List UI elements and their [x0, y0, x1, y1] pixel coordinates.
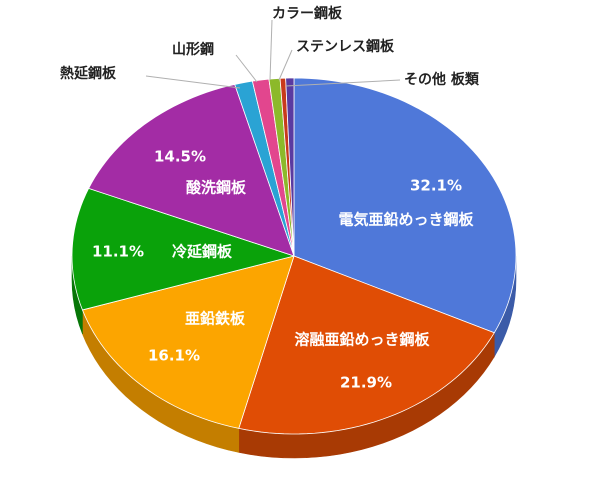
pie-slice-4 [88, 84, 295, 257]
callout-line-5 [145, 75, 241, 89]
slice-value-label-4: 14.5% [154, 148, 206, 166]
pie-slice-0 [293, 77, 517, 334]
pie-labels: 電気亜鉛めっき鋼板 32.1% 溶融亜鉛めっき鋼板 21.9% 亜鉛鉄板 16.1% 冷延鋼… [60, 5, 480, 392]
pie-slice-1 [238, 255, 495, 435]
callout-line-6 [235, 54, 258, 83]
pie-slices [71, 77, 517, 435]
callout-line-9 [285, 79, 401, 87]
slice-value-label-3: 11.1% [92, 243, 144, 261]
callout-label-7: カラー鋼板 [272, 5, 343, 22]
callout-line-8 [278, 49, 293, 81]
slice-value-label-2: 16.1% [148, 347, 200, 365]
pie-slice-9 [285, 77, 295, 257]
pie-slice-3 [71, 188, 295, 311]
callout-label-6: 山形鋼 [172, 41, 214, 58]
slice-value-label-1: 21.9% [340, 374, 392, 392]
callout-label-8: ステンレス鋼板 [296, 38, 395, 55]
slice-name-label-1: 溶融亜鉛めっき鋼板 [294, 331, 430, 349]
callout-label-5: 熱延鋼板 [60, 65, 117, 82]
pie-slice-2 [82, 255, 295, 429]
slice-name-label-3: 冷延鋼板 [172, 243, 233, 261]
slice-name-label-0: 電気亜鉛めっき鋼板 [338, 211, 474, 229]
callout-label-9: その他 板類 [404, 71, 480, 88]
callout-line-7 [269, 19, 273, 81]
slice-name-label-2: 亜鉛鉄板 [185, 310, 246, 328]
slice-name-label-4: 酸洗鋼板 [186, 179, 247, 197]
slice-value-label-0: 32.1% [410, 177, 462, 195]
